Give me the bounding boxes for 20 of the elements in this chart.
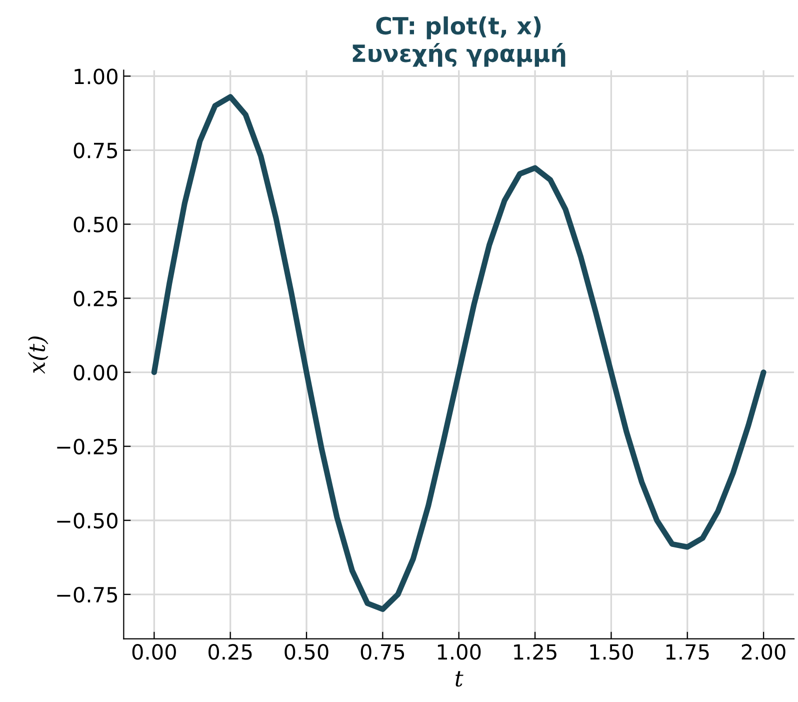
x-tick-label: 1.75	[666, 644, 709, 660]
y-tick-label: −0.75	[57, 586, 118, 603]
y-tick-label: −0.25	[57, 438, 118, 455]
x-tick-label: 1.25	[514, 644, 556, 660]
y-tick-label: 0.50	[74, 216, 118, 232]
chart-title: CT: plot(t, x) Συνεχής γραμμή	[352, 16, 566, 67]
x-tick-label: 0.25	[208, 644, 252, 660]
y-tick-label: 1.00	[74, 68, 118, 84]
x-tick-label: 0.75	[360, 644, 404, 660]
x-tick-label: 2.00	[742, 644, 786, 660]
x-tick-label: 1.00	[438, 644, 481, 660]
x-tick-label: 0.00	[132, 644, 176, 660]
y-tick-label: 0.00	[74, 364, 118, 380]
y-axis-title: x(t)	[28, 336, 48, 374]
y-tick-label: −0.50	[57, 512, 118, 529]
x-tick-label: 0.50	[284, 644, 328, 660]
y-tick-label: 0.75	[74, 142, 118, 158]
x-axis-title: t	[456, 671, 464, 687]
y-tick-label: 0.25	[74, 290, 118, 306]
x-tick-label: 1.50	[590, 644, 634, 660]
